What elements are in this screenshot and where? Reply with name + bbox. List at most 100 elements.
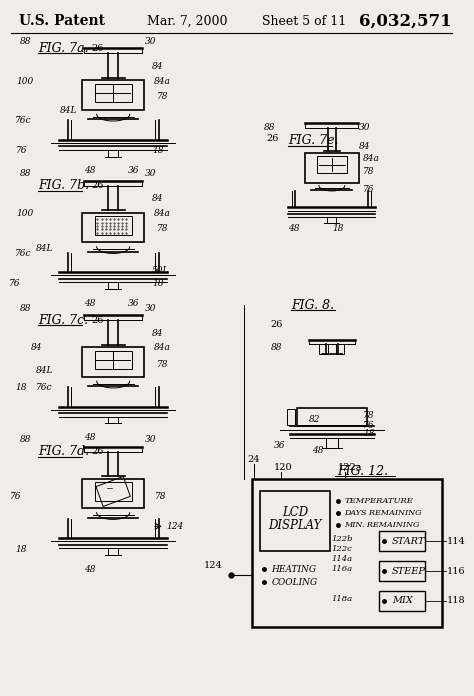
Bar: [379, 561, 425, 581]
Text: 48: 48: [84, 433, 96, 442]
Text: 84a: 84a: [154, 209, 171, 218]
Bar: [82, 80, 144, 110]
Text: FIG. 7d.: FIG. 7d.: [38, 445, 90, 458]
Text: START: START: [392, 537, 426, 546]
Text: 30: 30: [145, 169, 157, 178]
Text: 48: 48: [288, 224, 300, 233]
Text: HEATING: HEATING: [272, 564, 317, 574]
Text: 78: 78: [363, 411, 374, 420]
Bar: [82, 213, 144, 242]
Text: 18: 18: [15, 383, 27, 393]
Text: 124: 124: [167, 522, 184, 531]
Bar: [95, 482, 132, 501]
Text: 76: 76: [363, 421, 374, 430]
Text: 78: 78: [155, 492, 166, 501]
Text: STEEP: STEEP: [392, 567, 426, 576]
Text: DISPLAY: DISPLAY: [268, 519, 322, 532]
Text: 50L: 50L: [152, 266, 170, 275]
Text: 26: 26: [92, 315, 104, 324]
Text: 36: 36: [128, 166, 139, 175]
Text: 88: 88: [20, 37, 31, 46]
Text: 84L: 84L: [60, 106, 77, 116]
Text: 26: 26: [271, 320, 283, 329]
Bar: [319, 345, 328, 354]
Text: FIG. 7c.: FIG. 7c.: [38, 314, 89, 326]
Text: 18: 18: [15, 545, 27, 554]
Text: 84L: 84L: [36, 244, 53, 253]
Text: 84: 84: [359, 142, 371, 151]
Text: U.S. Patent: U.S. Patent: [19, 15, 105, 29]
Text: 30: 30: [359, 123, 371, 132]
Text: 84: 84: [30, 344, 42, 352]
Bar: [379, 531, 425, 551]
Text: 18: 18: [332, 224, 343, 233]
Text: 122b: 122b: [332, 535, 354, 543]
Text: 18: 18: [152, 279, 164, 287]
Text: 76c: 76c: [15, 249, 31, 258]
Text: 118a: 118a: [332, 595, 353, 603]
Text: 30: 30: [145, 435, 157, 444]
Text: 48: 48: [84, 299, 96, 308]
Text: 76: 76: [16, 146, 27, 155]
Bar: [252, 480, 442, 627]
Text: 48: 48: [312, 446, 324, 455]
Text: 36: 36: [128, 299, 139, 308]
Text: 78: 78: [157, 361, 168, 370]
Text: 18: 18: [363, 429, 374, 438]
Text: COOLING: COOLING: [272, 578, 318, 587]
Bar: [95, 84, 132, 102]
Text: 88: 88: [20, 435, 31, 444]
Text: 78: 78: [157, 91, 168, 100]
Text: 76c: 76c: [15, 116, 31, 125]
Text: TEMPERATURE: TEMPERATURE: [345, 498, 413, 505]
Text: 114: 114: [447, 537, 465, 546]
Text: 84: 84: [152, 329, 164, 338]
Text: 30: 30: [145, 37, 157, 46]
Text: 84: 84: [152, 62, 164, 70]
Text: 26: 26: [267, 134, 279, 143]
Text: FIG. 7a.: FIG. 7a.: [38, 42, 89, 55]
Text: 18: 18: [152, 146, 164, 155]
Text: 118: 118: [447, 596, 465, 606]
Text: FIG. 7e.: FIG. 7e.: [288, 134, 338, 148]
Bar: [336, 345, 345, 354]
Text: LCD: LCD: [282, 506, 308, 519]
Text: 120: 120: [273, 463, 292, 471]
Text: 78: 78: [157, 224, 168, 233]
Text: FIG. 8.: FIG. 8.: [291, 299, 334, 312]
Text: 116a: 116a: [332, 565, 353, 573]
Text: 88: 88: [20, 303, 31, 313]
Text: 78: 78: [363, 167, 374, 176]
Text: 88: 88: [271, 344, 282, 352]
Text: Sheet 5 of 11: Sheet 5 of 11: [262, 15, 346, 28]
Text: 122c: 122c: [332, 545, 353, 553]
Text: Mar. 7, 2000: Mar. 7, 2000: [147, 15, 228, 28]
Bar: [260, 491, 330, 551]
Text: 6,032,571: 6,032,571: [359, 13, 452, 30]
Text: FIG. 7b.: FIG. 7b.: [38, 179, 90, 192]
Text: 114a: 114a: [332, 555, 353, 563]
Text: 84a: 84a: [154, 344, 171, 352]
Text: 122a: 122a: [337, 463, 362, 471]
Bar: [95, 351, 132, 370]
Text: 76: 76: [363, 185, 374, 194]
Bar: [287, 409, 295, 425]
Text: 30: 30: [145, 303, 157, 313]
Text: 124: 124: [203, 561, 222, 570]
Text: 48: 48: [84, 166, 96, 175]
Text: 76: 76: [10, 492, 22, 501]
Text: 24: 24: [247, 454, 260, 464]
Text: 116: 116: [447, 567, 465, 576]
Bar: [82, 479, 144, 508]
Bar: [317, 156, 347, 173]
Text: 26: 26: [92, 181, 104, 190]
Text: 88: 88: [264, 123, 275, 132]
Text: 84a: 84a: [154, 77, 171, 86]
Text: 100: 100: [16, 77, 33, 86]
Text: 84L: 84L: [36, 366, 53, 375]
Text: 76c: 76c: [36, 383, 53, 393]
Text: 88: 88: [20, 169, 31, 178]
Bar: [297, 408, 367, 426]
Bar: [305, 153, 359, 182]
Text: FIG. 12.: FIG. 12.: [337, 465, 388, 478]
